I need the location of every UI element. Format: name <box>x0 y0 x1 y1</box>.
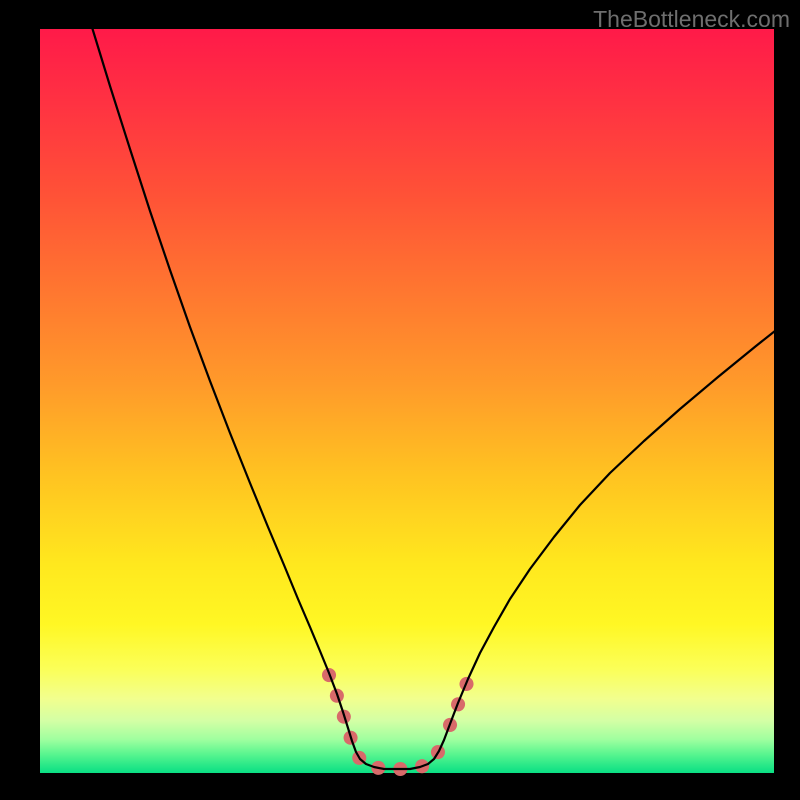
watermark-text: TheBottleneck.com <box>593 6 790 33</box>
chart-canvas: TheBottleneck.com <box>0 0 800 800</box>
bottleneck-curve-left <box>91 24 397 769</box>
curve-layer <box>40 29 774 773</box>
plot-area <box>40 29 774 773</box>
